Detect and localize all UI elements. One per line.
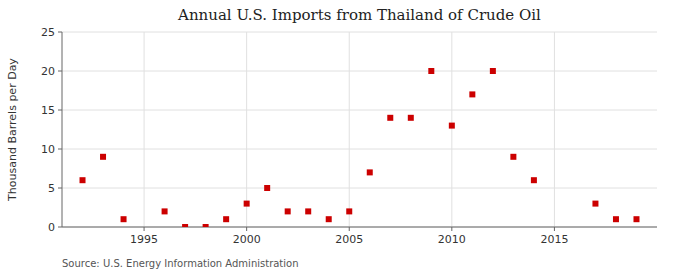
grid-line-x [349, 32, 350, 227]
point [387, 115, 393, 121]
x-tick-label: 2000 [233, 233, 261, 246]
y-tick-label: 5 [48, 182, 55, 195]
point [367, 169, 373, 175]
point [264, 185, 270, 191]
grid-line-y [62, 71, 657, 72]
y-tick-label: 0 [48, 221, 55, 234]
point [449, 123, 455, 129]
y-tick [58, 110, 62, 111]
y-tick [58, 149, 62, 150]
y-tick [58, 71, 62, 72]
x-tick [349, 227, 350, 231]
y-tick [58, 227, 62, 228]
grid-line-y [62, 188, 657, 189]
point [100, 154, 106, 160]
x-tick [554, 227, 555, 231]
y-tick [58, 188, 62, 189]
grid [62, 32, 657, 227]
grid-line-y [62, 149, 657, 150]
point [469, 91, 475, 97]
grid-line-y [62, 227, 657, 228]
point [305, 208, 311, 214]
point [346, 208, 352, 214]
point [490, 68, 496, 74]
point [633, 216, 639, 222]
points [80, 68, 640, 227]
point [80, 177, 86, 183]
point [326, 216, 332, 222]
point [162, 208, 168, 214]
title: Annual U.S. Imports from Thailand of Cru… [177, 6, 541, 24]
point [285, 208, 291, 214]
y-tick-label: 25 [41, 26, 55, 39]
chart-container: 1995 2000 2005 2010 2015 0 5 10 15 20 25 Thousand B… [0, 0, 675, 275]
x-tick [246, 227, 247, 231]
x-tick-label: 1995 [130, 233, 158, 246]
grid-line-y [62, 32, 657, 33]
x-tick-label: 2010 [438, 233, 466, 246]
point [531, 177, 537, 183]
y-tick-label: 20 [41, 65, 55, 78]
page: {"chart_data": {"type": "scatter", "titl… [0, 0, 675, 275]
point [613, 216, 619, 222]
point [592, 201, 598, 207]
axes: 1995 2000 2005 2010 2015 0 5 10 15 20 25 [41, 26, 657, 246]
y-tick-label: 15 [41, 104, 55, 117]
y-axis-label: Thousand Barrels per Day [6, 58, 19, 202]
y-tick [58, 32, 62, 33]
x-tick [451, 227, 452, 231]
grid-line-y [62, 110, 657, 111]
point [510, 154, 516, 160]
x-axis-line [62, 227, 657, 228]
grid-line-x [554, 32, 555, 227]
y-tick-label: 10 [41, 143, 55, 156]
x-tick [144, 227, 145, 231]
point [203, 224, 209, 227]
point [244, 201, 250, 207]
grid-line-x [144, 32, 145, 227]
grid-line-x [246, 32, 247, 227]
point [223, 216, 229, 222]
point [121, 216, 127, 222]
x-tick-label: 2005 [335, 233, 363, 246]
point [408, 115, 414, 121]
point [182, 224, 188, 227]
x-tick-label: 2015 [540, 233, 568, 246]
point [428, 68, 434, 74]
chart: 1995 2000 2005 2010 2015 0 5 10 15 20 25 Thousand B… [0, 0, 675, 275]
y-axis-line [62, 32, 63, 227]
source-annotation: Source: U.S. Energy Information Administ… [62, 258, 299, 269]
grid-line-x [451, 32, 452, 227]
